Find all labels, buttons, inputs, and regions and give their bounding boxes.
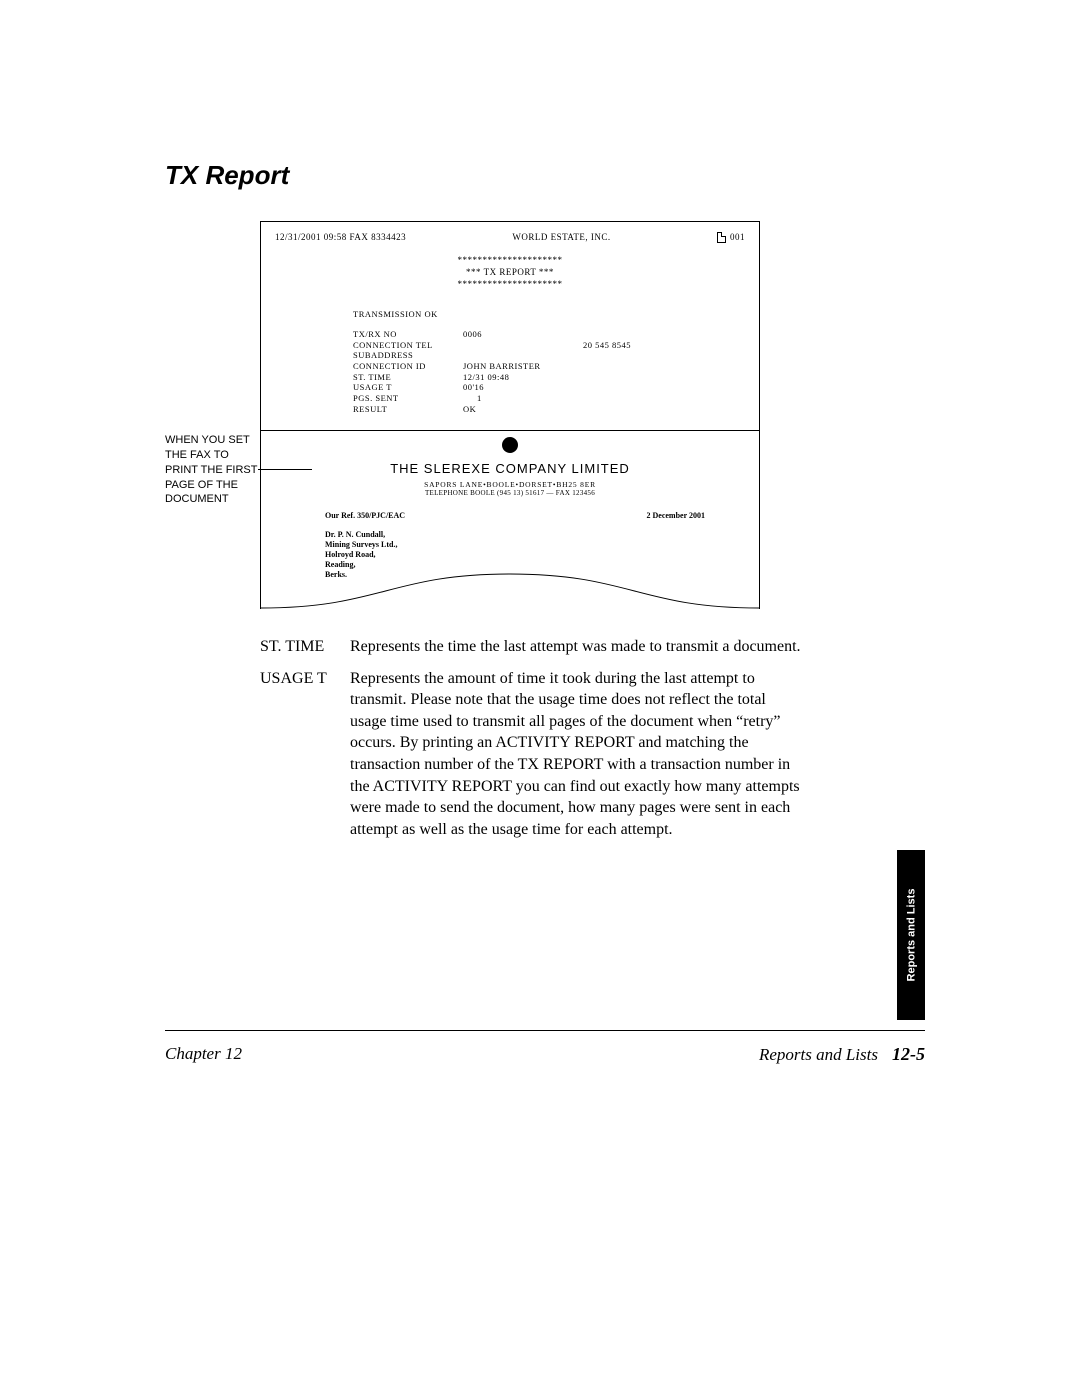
page-footer: Chapter 12 Reports and Lists 12-5: [165, 1044, 925, 1065]
subaddr-label: SUBADDRESS: [353, 350, 463, 361]
def-usaget-body: Represents the amount of time it took du…: [350, 668, 805, 841]
fax-header-center: WORLD ESTATE, INC.: [512, 232, 610, 243]
pgs-value: 1: [463, 393, 583, 404]
connid-label: CONNECTION ID: [353, 361, 463, 372]
sample-ref-row: Our Ref. 350/PJC/EAC 2 December 2001: [325, 511, 705, 520]
side-tab-label: Reports and Lists: [905, 889, 917, 982]
fax-stars-bottom: *********************: [275, 279, 745, 291]
fax-header-left: 12/31/2001 09:58 FAX 8334423: [275, 232, 406, 243]
def-sttime: ST. TIME Represents the time the last at…: [260, 636, 805, 658]
footer-page-number: 12-5: [892, 1044, 925, 1065]
fax-report-figure: WHEN YOU SET THE FAX TO PRINT THE FIRST …: [260, 221, 760, 616]
sample-date: 2 December 2001: [647, 511, 706, 520]
fax-stars-top: *********************: [275, 255, 745, 267]
sample-telephone: TELEPHONE BOOLE (945 13) 51617 — FAX 123…: [275, 489, 745, 497]
fax-fields: TRANSMISSION OK TX/RX NO0006 CONNECTION …: [353, 309, 745, 415]
footer-chapter: Chapter 12: [165, 1044, 242, 1065]
callout-text: WHEN YOU SET THE FAX TO PRINT THE FIRST …: [165, 433, 260, 507]
def-usaget: USAGE T Represents the amount of time it…: [260, 668, 805, 841]
sample-address: SAPORS LANE•BOOLE•DORSET•BH25 8ER: [275, 480, 745, 489]
fax-report-label: *** TX REPORT ***: [275, 267, 745, 279]
txrx-label: TX/RX NO: [353, 329, 463, 340]
usaget-label: USAGE T: [353, 382, 463, 393]
side-tab: Reports and Lists: [897, 850, 925, 1020]
result-label: RESULT: [353, 404, 463, 415]
def-sttime-term: ST. TIME: [260, 636, 350, 658]
def-sttime-body: Represents the time the last attempt was…: [350, 636, 805, 658]
sample-ref: Our Ref. 350/PJC/EAC: [325, 511, 405, 520]
footer-rule: [165, 1030, 925, 1031]
fax-title-block: ********************* *** TX REPORT *** …: [275, 255, 745, 290]
pgs-label: PGS. SENT: [353, 393, 463, 404]
result-value: OK: [463, 404, 583, 415]
addr-l2: Mining Surveys Ltd.,: [325, 540, 745, 550]
fax-header-page: 001: [730, 232, 745, 242]
sttime-label: ST. TIME: [353, 372, 463, 383]
fax-transmission-status: TRANSMISSION OK: [353, 309, 745, 320]
footer-section: Reports and Lists: [759, 1045, 878, 1065]
dot-icon: [502, 437, 518, 453]
sample-document: THE SLEREXE COMPANY LIMITED SAPORS LANE•…: [260, 431, 760, 609]
page-icon: [717, 232, 726, 243]
usaget-value: 00'16: [463, 382, 583, 393]
def-usaget-term: USAGE T: [260, 668, 350, 841]
txrx-value: 0006: [463, 329, 583, 340]
addr-l3: Holroyd Road,: [325, 550, 745, 560]
sttime-value: 12/31 09:48: [463, 372, 583, 383]
fax-header-right: 001: [717, 232, 745, 243]
fax-header-row: 12/31/2001 09:58 FAX 8334423 WORLD ESTAT…: [275, 232, 745, 243]
conntel-spacer: [463, 340, 583, 351]
connid-value: JOHN BARRISTER: [463, 361, 583, 372]
sample-company: THE SLEREXE COMPANY LIMITED: [275, 461, 745, 476]
section-title: TX Report: [165, 160, 925, 191]
definitions-block: ST. TIME Represents the time the last at…: [260, 636, 805, 840]
fax-report-box: 12/31/2001 09:58 FAX 8334423 WORLD ESTAT…: [260, 221, 760, 431]
addr-l1: Dr. P. N. Cundall,: [325, 530, 745, 540]
conntel-value: 20 545 8545: [583, 340, 631, 351]
torn-edge: [261, 569, 759, 609]
conntel-label: CONNECTION TEL: [353, 340, 463, 351]
